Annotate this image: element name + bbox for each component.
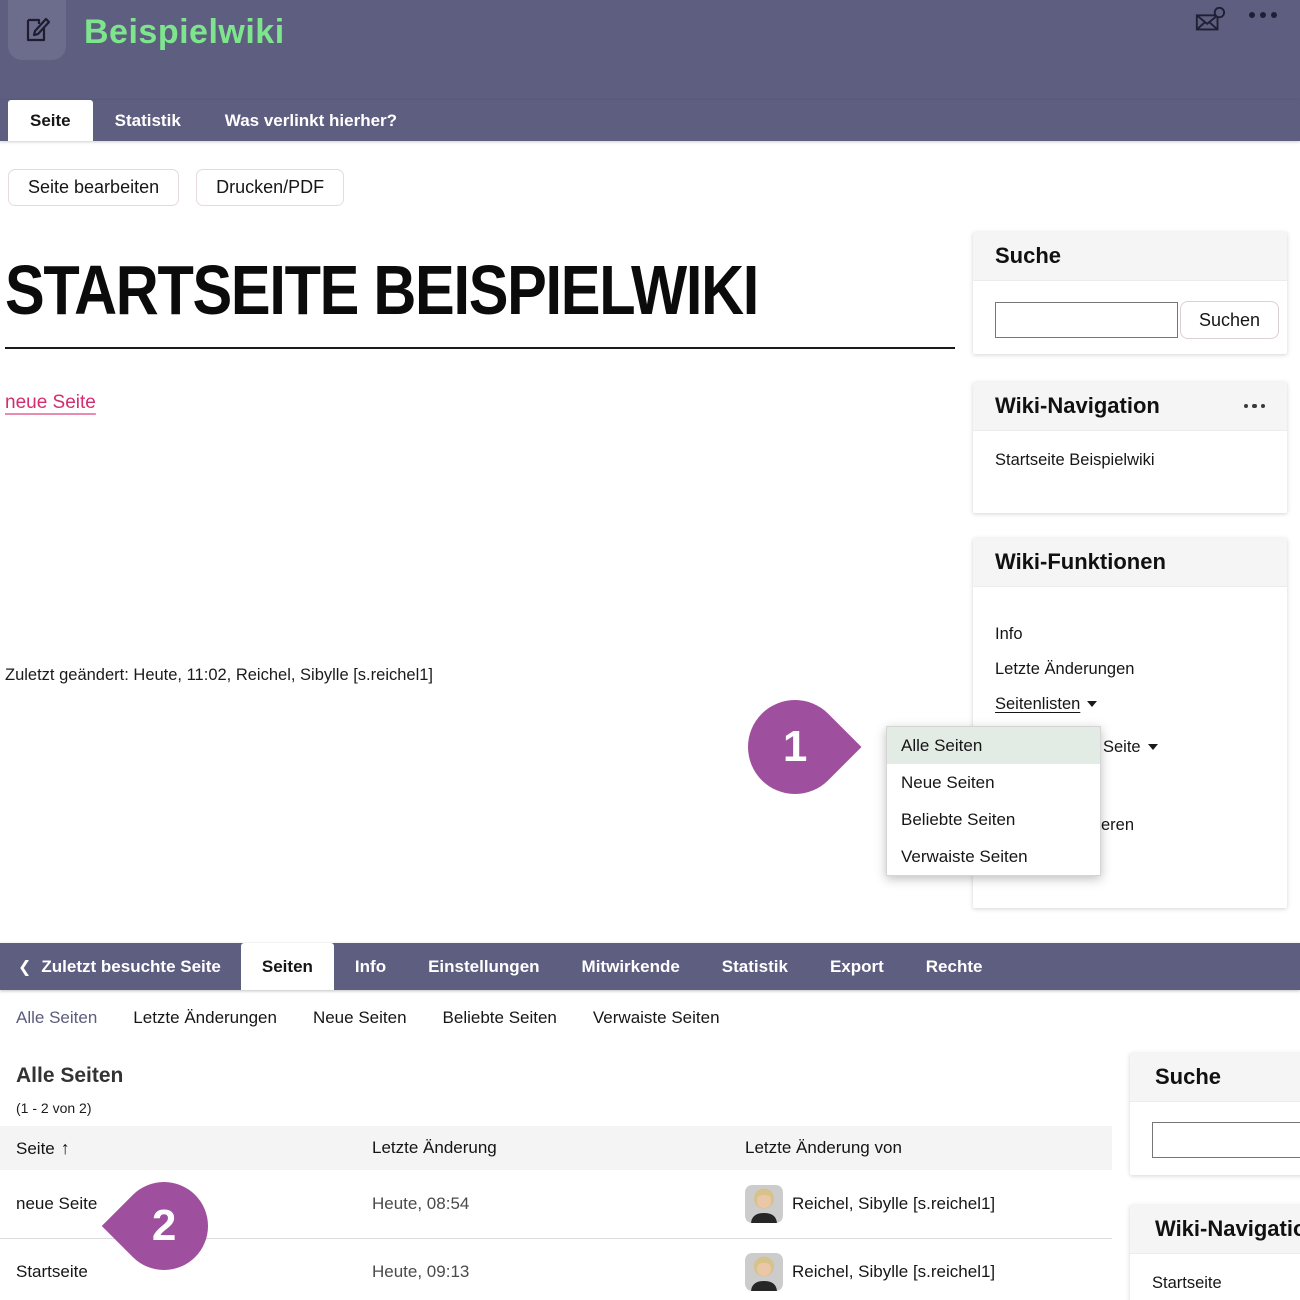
tab-was-verlinkt-hierher[interactable]: Was verlinkt hierher? [224, 110, 398, 130]
edit-page-button[interactable]: Seite bearbeiten [8, 169, 180, 206]
subtab-beliebte-seiten[interactable]: Beliebte Seiten [442, 1008, 557, 1027]
mail-icon[interactable] [1194, 6, 1226, 36]
wiki-navigation-bottom-title: Wiki-Navigation [1130, 1205, 1300, 1254]
ellipsis-icon[interactable] [1249, 12, 1277, 18]
column-header-letzte-aenderung: Letzte Änderung [356, 1126, 729, 1170]
pages-table: Seite ↑ Letzte Änderung Letzte Änderung v… [0, 1126, 1112, 1300]
author-name: Reichel, Sibylle [s.reichel1] [792, 1262, 996, 1282]
table-row: neue Seite Heute, 08:54 [0, 1170, 1112, 1238]
action-buttons: Seite bearbeiten Drucken/PDF [8, 169, 345, 206]
tab-statistik[interactable]: Statistik [114, 110, 181, 130]
panel-ellipsis-icon[interactable] [1243, 403, 1265, 409]
pages-subtabs: Alle Seiten Letzte Änderungen Neue Seite… [0, 998, 1300, 1038]
subtab-neue-seiten[interactable]: Neue Seiten [312, 1008, 407, 1027]
search-panel-bottom-title: Suche [1130, 1053, 1300, 1102]
wiki-navigation-title: Wiki-Navigation [995, 393, 1160, 418]
chevron-down-icon [1087, 701, 1098, 707]
article-title: STARTSEITE BEISPIELWIKI [5, 251, 759, 329]
back-to-last-visited-page[interactable]: ❮ Zuletzt besuchte Seite [18, 956, 221, 976]
column-header-seite[interactable]: Seite ↑ [0, 1126, 356, 1170]
page-link[interactable]: Startseite [16, 1262, 88, 1282]
subtab-alle-seiten[interactable]: Alle Seiten [16, 1008, 98, 1027]
search-panel-title: Suche [973, 232, 1287, 281]
last-modified-text: Zuletzt geändert: Heute, 11:02, Reichel,… [5, 666, 434, 684]
search-button[interactable]: Suchen [1180, 301, 1280, 339]
title-divider [5, 347, 955, 349]
list-title: Alle Seiten [16, 1064, 124, 1087]
wiki-navigation-panel-bottom: Wiki-Navigation Startseite [1130, 1205, 1300, 1300]
wiki-logo-tile [8, 0, 66, 60]
wiki-functions-title: Wiki-Funktionen [973, 538, 1287, 587]
table-header-row: Seite ↑ Letzte Änderung Letzte Änderung v… [0, 1126, 1112, 1170]
changed-timestamp: Heute, 09:13 [356, 1237, 729, 1300]
tab-seiten[interactable]: Seiten [240, 943, 334, 990]
sort-ascending-icon: ↑ [60, 1137, 70, 1158]
search-input[interactable] [995, 302, 1178, 338]
seitenlisten-dropdown-trigger[interactable]: Seitenlisten [995, 695, 1081, 713]
avatar [745, 1253, 783, 1292]
pages-toolbar: ❮ Zuletzt besuchte Seite Seiten Info Ein… [0, 943, 1300, 990]
tab-export[interactable]: Export [829, 956, 884, 976]
tab-info[interactable]: Info [354, 956, 387, 976]
nav-item-startseite-bottom[interactable]: Startseite [1152, 1274, 1222, 1292]
table-row: Startseite Heute, 09:13 [0, 1237, 1112, 1300]
functions-item-letzte-aenderungen[interactable]: Letzte Änderungen [995, 660, 1135, 678]
subtab-letzte-aenderungen[interactable]: Letzte Änderungen [133, 1008, 277, 1027]
menu-item-neue-seiten[interactable]: Neue Seiten [901, 773, 995, 792]
page-edit-icon [26, 17, 51, 42]
column-header-letzte-aenderung-von: Letzte Änderung von [729, 1126, 1112, 1170]
nav-item-startseite[interactable]: Startseite Beispielwiki [995, 451, 1155, 469]
search-input-bottom[interactable] [1152, 1122, 1300, 1158]
tab-statistik-2[interactable]: Statistik [721, 956, 788, 976]
occluded-link-seite[interactable]: Seite [1103, 738, 1158, 757]
chevron-left-icon: ❮ [18, 958, 32, 976]
search-panel: Suche Suchen [973, 232, 1287, 354]
occluded-link-eren[interactable]: eren [1101, 816, 1135, 834]
tab-rechte[interactable]: Rechte [925, 956, 983, 976]
tab-mitwirkende[interactable]: Mitwirkende [581, 956, 680, 976]
chevron-down-icon [1147, 744, 1158, 750]
menu-item-beliebte-seiten[interactable]: Beliebte Seiten [901, 810, 1016, 829]
list-count: (1 - 2 von 2) [16, 1100, 92, 1116]
app-header: Beispielwiki [0, 0, 1300, 100]
page-link[interactable]: neue Seite [16, 1193, 98, 1213]
menu-item-alle-seiten[interactable]: Alle Seiten [887, 727, 1100, 764]
functions-item-info[interactable]: Info [995, 625, 1023, 643]
search-panel-bottom: Suche [1130, 1053, 1300, 1175]
subtab-verwaiste-seiten[interactable]: Verwaiste Seiten [592, 1008, 720, 1027]
menu-item-verwaiste-seiten[interactable]: Verwaiste Seiten [901, 847, 1028, 866]
author-name: Reichel, Sibylle [s.reichel1] [792, 1193, 996, 1213]
page-title: Beispielwiki [84, 13, 285, 51]
new-page-link[interactable]: neue Seite [5, 392, 96, 413]
print-pdf-button[interactable]: Drucken/PDF [196, 169, 345, 206]
tab-seite[interactable]: Seite [8, 100, 93, 141]
wiki-navigation-panel: Wiki-Navigation Startseite Beispielwiki [973, 382, 1287, 513]
avatar [745, 1184, 783, 1223]
tab-einstellungen[interactable]: Einstellungen [428, 956, 540, 976]
changed-timestamp: Heute, 08:54 [372, 1193, 470, 1213]
top-tabbar: Seite Statistik Was verlinkt hierher? [0, 100, 1300, 141]
callout-marker-1: 1 [728, 680, 862, 814]
seitenlisten-dropdown-menu: Alle Seiten Neue Seiten Beliebte Seiten … [886, 726, 1101, 876]
